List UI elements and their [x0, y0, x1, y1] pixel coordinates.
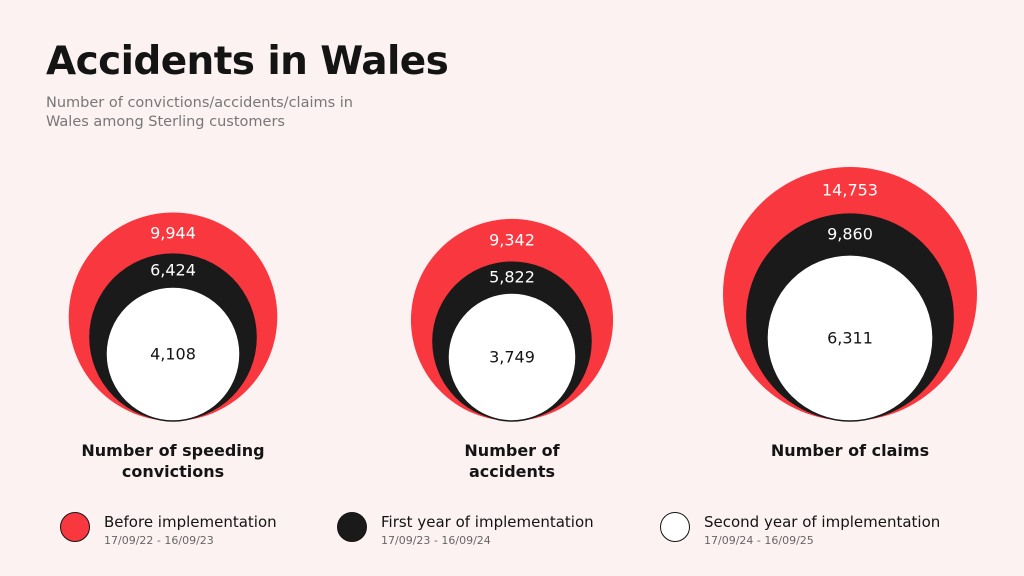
- legend-label-before: Before implementation: [104, 513, 277, 531]
- legend-label-first-year: First year of implementation: [381, 513, 594, 531]
- circle-claims-second-year: [766, 254, 934, 422]
- legend-item-first-year: First year of implementation 17/09/23 - …: [337, 508, 637, 548]
- value-label-accidents-before: 9,342: [489, 231, 535, 250]
- value-label-claims-first-year: 9,860: [827, 225, 873, 244]
- legend-item-before: Before implementation 17/09/22 - 16/09/2…: [60, 508, 320, 548]
- legend-label-second-year: Second year of implementation: [704, 513, 941, 531]
- legend-swatch-before: [60, 512, 90, 542]
- chart-speeding: 9,944 6,424 4,108: [68, 212, 278, 422]
- legend-dates-first-year: 17/09/23 - 16/09/24: [381, 534, 491, 547]
- legend-dates-second-year: 17/09/24 - 16/09/25: [704, 534, 814, 547]
- chart-label-speeding: Number of speeding convictions: [81, 441, 265, 481]
- circle-accidents-second-year: [447, 292, 577, 422]
- page-subtitle: Number of convictions/accidents/claims i…: [46, 95, 353, 130]
- value-label-claims-second-year: 6,311: [827, 328, 873, 347]
- legend-swatch-first-year: [337, 512, 367, 542]
- value-label-accidents-second-year: 3,749: [489, 347, 535, 366]
- chart-label-claims: Number of claims: [770, 441, 930, 460]
- chart-accidents: 9,342 5,822 3,749: [410, 218, 614, 422]
- legend-dates-before: 17/09/22 - 16/09/23: [104, 534, 214, 547]
- value-label-speeding-second-year: 4,108: [150, 344, 196, 363]
- legend-swatch-second-year: [660, 512, 690, 542]
- value-label-speeding-first-year: 6,424: [150, 261, 196, 280]
- value-label-accidents-first-year: 5,822: [489, 268, 535, 287]
- value-label-claims-before: 14,753: [822, 181, 878, 200]
- value-label-speeding-before: 9,944: [150, 223, 196, 242]
- circle-speeding-second-year: [105, 286, 241, 422]
- chart-label-accidents: Number of accidents: [464, 441, 560, 481]
- chart-claims: 14,753 9,860 6,311: [723, 167, 977, 422]
- page-title: Accidents in Wales: [46, 39, 449, 84]
- legend-item-second-year: Second year of implementation 17/09/24 -…: [660, 508, 1000, 548]
